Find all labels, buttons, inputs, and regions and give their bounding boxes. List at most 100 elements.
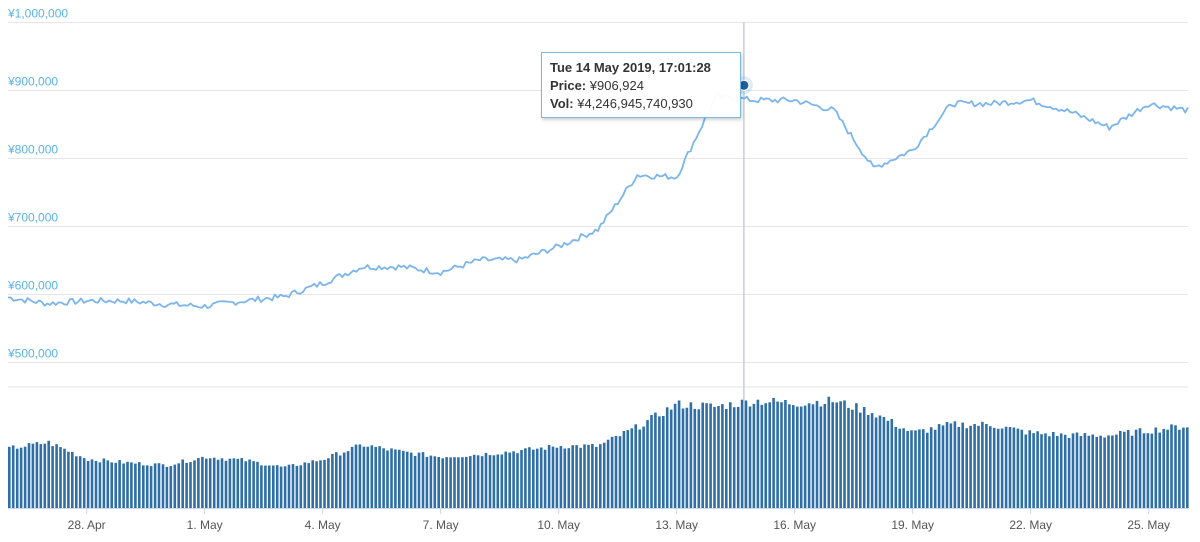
volume-bar bbox=[1000, 428, 1004, 508]
volume-bar bbox=[409, 452, 413, 508]
volume-bar bbox=[760, 404, 764, 508]
volume-bar bbox=[1016, 428, 1020, 508]
x-tick-label: 19. May bbox=[891, 518, 934, 532]
volume-bar bbox=[819, 406, 823, 508]
volume-bar bbox=[1103, 437, 1106, 508]
volume-bar bbox=[390, 448, 393, 508]
volume-bar bbox=[169, 466, 173, 508]
volume-bar bbox=[654, 412, 657, 508]
volume-bar bbox=[327, 458, 330, 508]
volume-bar bbox=[153, 463, 157, 508]
volume-bar bbox=[961, 422, 964, 508]
volume-bar bbox=[303, 462, 307, 508]
volume-bar bbox=[669, 409, 673, 508]
volume-bar bbox=[224, 460, 228, 508]
volume-bar bbox=[1178, 429, 1181, 508]
tooltip-price-row: Price: ¥906,924 bbox=[550, 77, 732, 95]
volume-bar bbox=[402, 450, 405, 508]
volume-bar bbox=[602, 442, 606, 508]
volume-bar bbox=[937, 424, 941, 508]
volume-bar bbox=[106, 460, 110, 508]
tooltip-vol-value: ¥4,246,945,740,930 bbox=[577, 96, 693, 111]
volume-bar bbox=[441, 458, 444, 508]
volume-bar bbox=[1134, 429, 1138, 508]
tooltip-price-value: ¥906,924 bbox=[589, 78, 644, 93]
volume-bar bbox=[338, 455, 342, 508]
volume-bar bbox=[973, 424, 976, 508]
volume-bar bbox=[445, 457, 448, 508]
volume-bar bbox=[161, 464, 165, 508]
volume-bar bbox=[75, 456, 78, 508]
price-axis-labels: ¥1,000,000 ¥900,000 ¥800,000 ¥700,000 ¥600,0… bbox=[7, 7, 68, 361]
tooltip-date: Tue 14 May 2019, 17:01:28 bbox=[550, 60, 711, 75]
volume-bar bbox=[949, 423, 953, 508]
volume-bar bbox=[811, 404, 815, 508]
volume-bar bbox=[67, 451, 70, 508]
volume-bar bbox=[1091, 434, 1094, 508]
volume-bar bbox=[1004, 426, 1008, 508]
volume-bar bbox=[784, 400, 787, 508]
volume-bar bbox=[47, 440, 50, 508]
volume-bar bbox=[110, 462, 113, 508]
volume-bar bbox=[429, 455, 433, 508]
volume-bar bbox=[342, 452, 346, 508]
volume-bar bbox=[449, 457, 452, 508]
volume-bar bbox=[291, 464, 295, 508]
volume-bar bbox=[1186, 427, 1189, 508]
volume-bar bbox=[311, 460, 314, 508]
volume-bar bbox=[457, 457, 460, 508]
volume-bar bbox=[78, 456, 82, 508]
price-tick-label: ¥600,000 bbox=[7, 279, 58, 293]
volume-bar bbox=[642, 426, 645, 508]
volume-bar bbox=[252, 461, 255, 508]
volume-bar bbox=[228, 458, 232, 508]
x-tick-label: 22. May bbox=[1009, 518, 1052, 532]
volume-bar bbox=[130, 462, 133, 508]
volume-bar bbox=[516, 453, 519, 508]
volume-bar bbox=[256, 461, 259, 508]
volume-bar bbox=[776, 401, 779, 508]
volume-bar bbox=[992, 427, 996, 508]
volume-bar bbox=[508, 452, 511, 508]
volume-bar bbox=[851, 409, 854, 508]
volume-bar bbox=[216, 459, 220, 508]
volume-bar bbox=[181, 459, 184, 508]
x-tick-label: 4. May bbox=[305, 518, 341, 532]
volume-bar bbox=[933, 429, 937, 508]
volume-bar bbox=[736, 406, 740, 508]
volume-bar bbox=[965, 428, 968, 508]
volume-bar bbox=[142, 465, 145, 508]
volume-bar bbox=[319, 460, 322, 508]
volume-bar bbox=[910, 430, 913, 508]
volume-bar bbox=[1032, 433, 1035, 508]
volume-bar bbox=[929, 427, 933, 508]
volume-bar bbox=[421, 452, 425, 508]
volume-bar bbox=[606, 439, 610, 508]
volume-bar bbox=[82, 458, 86, 508]
volume-bar bbox=[945, 422, 949, 508]
volume-bar bbox=[59, 447, 62, 508]
volume-bar bbox=[855, 403, 858, 508]
volume-bar bbox=[630, 428, 634, 508]
volume-bar bbox=[583, 444, 586, 508]
volume-bar bbox=[520, 450, 523, 508]
volume-bar bbox=[1040, 434, 1043, 508]
volume-bar bbox=[551, 446, 555, 508]
volume-bar bbox=[532, 449, 535, 508]
volume-bar bbox=[681, 408, 685, 508]
volume-bar bbox=[622, 431, 626, 508]
volume-bar bbox=[240, 458, 243, 508]
volume-bar bbox=[618, 436, 622, 508]
volume-bar bbox=[843, 400, 846, 508]
volume-bar bbox=[1036, 431, 1039, 508]
volume-bar bbox=[839, 401, 842, 508]
price-gridlines bbox=[8, 22, 1188, 363]
volume-bar bbox=[807, 403, 811, 508]
volume-bar bbox=[496, 454, 500, 508]
volume-bar bbox=[118, 460, 121, 508]
volume-bar bbox=[732, 407, 736, 508]
tooltip-vol-row: Vol: ¥4,246,945,740,930 bbox=[550, 95, 732, 113]
volume-bar bbox=[512, 451, 515, 508]
volume-bar bbox=[579, 447, 582, 508]
